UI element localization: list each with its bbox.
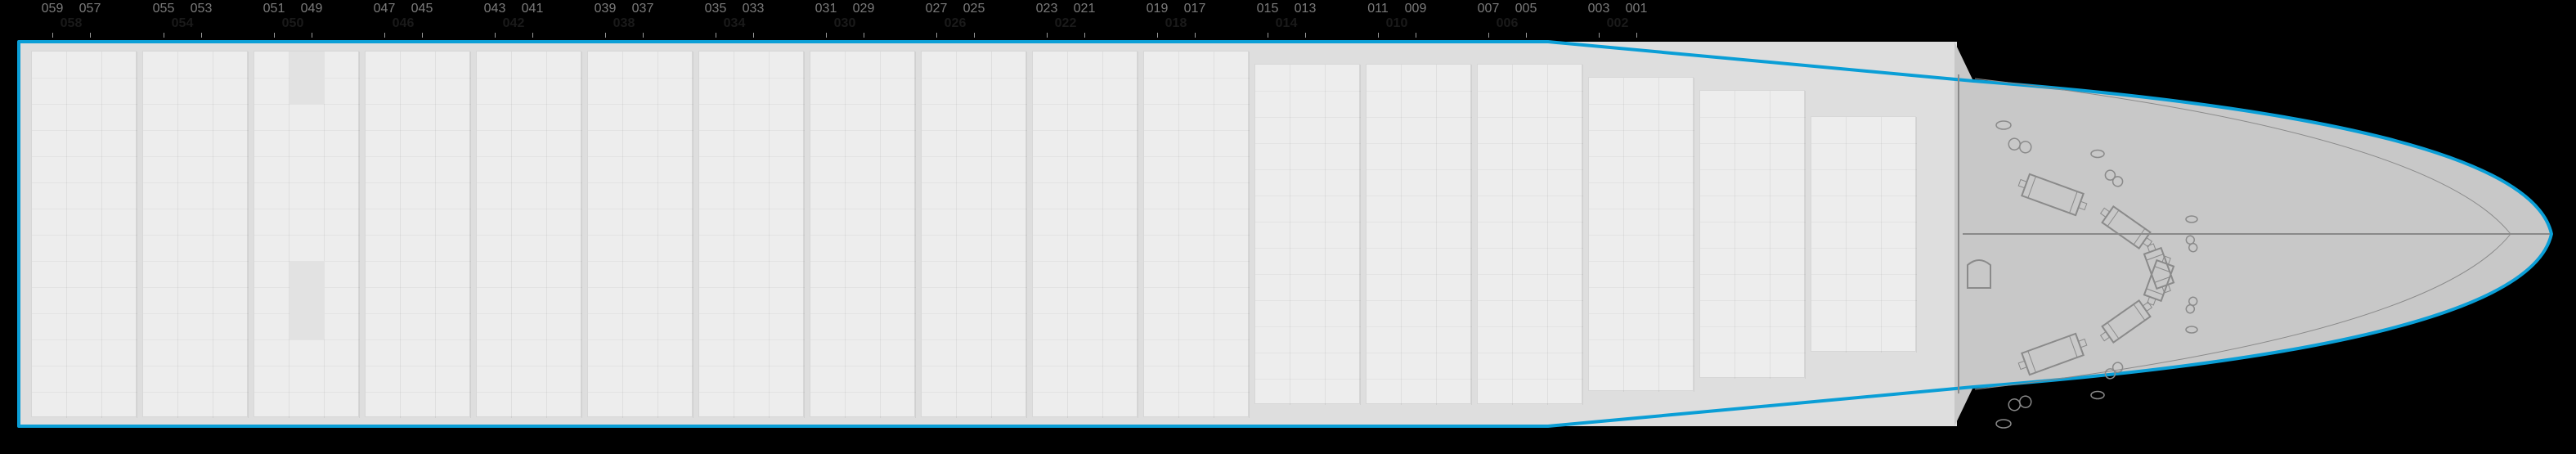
bay-cluster bbox=[1811, 116, 1916, 352]
ruler-label-even: 006 bbox=[1497, 16, 1519, 31]
ruler-label-odd: 007 bbox=[1478, 2, 1500, 16]
ruler-label-odd: 037 bbox=[632, 2, 654, 16]
ruler-label-even: 010 bbox=[1386, 16, 1408, 31]
ruler-label-odd: 025 bbox=[963, 2, 985, 16]
ship-bay-plan-diagram: { "canvas": { "width": 3150, "height": 5… bbox=[0, 0, 2576, 454]
ruler-label-odd: 021 bbox=[1074, 2, 1096, 16]
ruler-label-odd: 015 bbox=[1257, 2, 1279, 16]
fairlead-icon bbox=[1996, 420, 2011, 428]
ruler-label-even: 018 bbox=[1165, 16, 1187, 31]
ruler-label-odd: 011 bbox=[1367, 2, 1389, 16]
bay-cluster bbox=[1588, 77, 1694, 391]
bay-cluster bbox=[921, 51, 1026, 417]
ruler-label-odd: 003 bbox=[1588, 2, 1610, 16]
bay-cell-variant bbox=[289, 261, 325, 287]
ruler-label-odd: 013 bbox=[1295, 2, 1317, 16]
ruler-label-odd: 045 bbox=[411, 2, 433, 16]
ruler-label-even: 046 bbox=[393, 16, 415, 31]
ruler-label-odd: 051 bbox=[263, 2, 285, 16]
ruler-label-odd: 035 bbox=[705, 2, 727, 16]
ruler-label-odd: 017 bbox=[1184, 2, 1206, 16]
ruler-label-odd: 027 bbox=[926, 2, 948, 16]
ruler-label-odd: 059 bbox=[42, 2, 64, 16]
bay-cell-variant bbox=[289, 52, 325, 78]
ruler-label-odd: 001 bbox=[1626, 2, 1648, 16]
bay-cluster bbox=[1366, 64, 1471, 404]
ruler-label-odd: 009 bbox=[1405, 2, 1427, 16]
bay-cell-variant bbox=[289, 78, 325, 104]
bay-cluster bbox=[810, 51, 915, 417]
ruler-label-odd: 053 bbox=[191, 2, 213, 16]
bay-cluster bbox=[142, 51, 248, 417]
ruler-label-odd: 041 bbox=[522, 2, 544, 16]
ruler-label-even: 022 bbox=[1055, 16, 1077, 31]
ruler-label-odd: 047 bbox=[374, 2, 396, 16]
ruler-label-even: 030 bbox=[834, 16, 856, 31]
bay-cluster bbox=[1699, 90, 1805, 378]
ruler-label-even: 026 bbox=[945, 16, 967, 31]
bay-cluster bbox=[698, 51, 804, 417]
fairlead-icon bbox=[2091, 392, 2104, 399]
bay-cell-variant bbox=[289, 313, 325, 339]
ruler-label-odd: 005 bbox=[1515, 2, 1537, 16]
ruler-label-odd: 029 bbox=[853, 2, 875, 16]
ruler-label-odd: 031 bbox=[815, 2, 837, 16]
ruler-label-odd: 057 bbox=[79, 2, 101, 16]
ruler-label-odd: 023 bbox=[1036, 2, 1058, 16]
bay-cluster bbox=[365, 51, 470, 417]
ruler-label-odd: 043 bbox=[484, 2, 506, 16]
ruler-label-even: 002 bbox=[1607, 16, 1629, 31]
ruler-label-even: 058 bbox=[61, 16, 83, 31]
ruler-label-even: 038 bbox=[613, 16, 635, 31]
bay-cluster bbox=[254, 51, 359, 417]
bay-cluster bbox=[1032, 51, 1138, 417]
ruler-label-even: 034 bbox=[724, 16, 746, 31]
bitt-icon bbox=[2008, 395, 2033, 412]
ruler-label-even: 054 bbox=[172, 16, 194, 31]
bay-cluster bbox=[476, 51, 581, 417]
ruler-label-even: 014 bbox=[1276, 16, 1298, 31]
ruler-label-odd: 039 bbox=[595, 2, 617, 16]
bay-cluster bbox=[1254, 64, 1360, 404]
ruler-label-even: 050 bbox=[282, 16, 304, 31]
bay-cluster bbox=[1143, 51, 1249, 417]
ruler-label-odd: 055 bbox=[153, 2, 175, 16]
ruler-label-even: 042 bbox=[503, 16, 525, 31]
bay-cluster bbox=[587, 51, 693, 417]
ruler-label-odd: 049 bbox=[301, 2, 323, 16]
ruler-label-odd: 033 bbox=[743, 2, 765, 16]
bay-cluster bbox=[31, 51, 137, 417]
bay-cluster bbox=[1477, 64, 1582, 404]
ruler-label-odd: 019 bbox=[1147, 2, 1169, 16]
ship-outline bbox=[16, 39, 2560, 429]
bay-cell-variant bbox=[289, 287, 325, 313]
bay-number-ruler: 0590580570550540530510500490470460450430… bbox=[0, 0, 2576, 36]
